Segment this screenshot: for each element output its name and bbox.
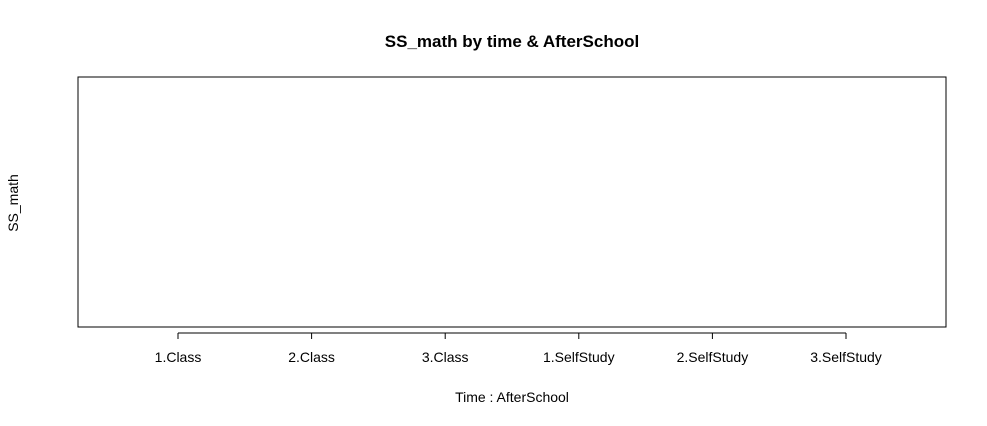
x-tick-label: 1.Class: [155, 349, 202, 365]
x-tick-label: 3.Class: [422, 349, 469, 365]
x-tick-label: 3.SelfStudy: [810, 349, 882, 365]
marks-layer: 556065707580851.Class2.Class3.Class1.Sel…: [155, 332, 882, 365]
chart-title: SS_math by time & AfterSchool: [385, 32, 639, 51]
x-axis-label: Time : AfterSchool: [455, 389, 569, 405]
x-tick-label: 2.Class: [288, 349, 335, 365]
x-tick-label: 2.SelfStudy: [677, 349, 749, 365]
x-tick-label: 1.SelfStudy: [543, 349, 615, 365]
plot-frame: [77, 76, 947, 328]
y-axis-label: SS_math: [5, 174, 21, 232]
